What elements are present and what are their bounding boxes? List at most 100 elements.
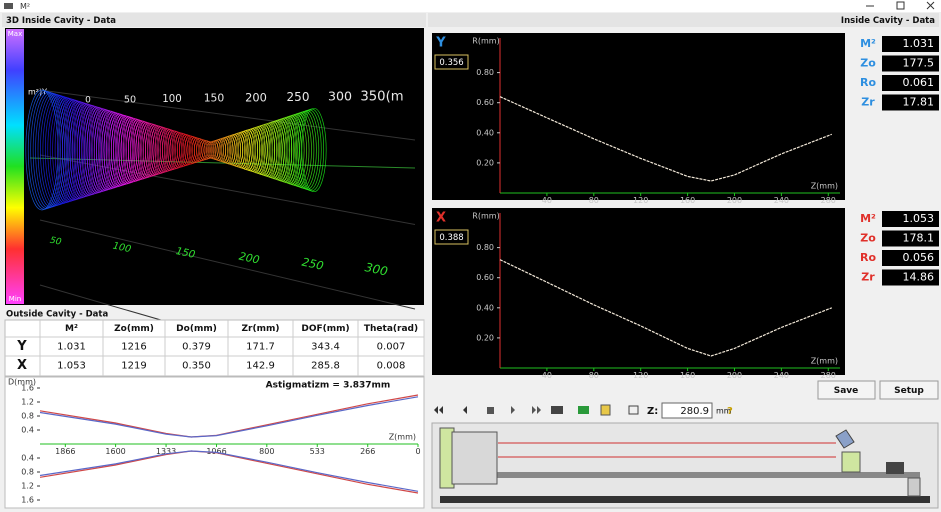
x-tick-label: 160 [680,196,695,205]
beam-ring [140,122,159,178]
beam-ring [62,100,91,200]
next-button[interactable] [511,406,515,414]
y-tick-label: 0.40 [476,128,494,137]
z-input[interactable] [661,402,713,419]
z-axis-label: 300 [328,89,352,104]
y-tick-label: 0.4 [21,426,34,435]
table-cell: 0.379 [182,342,211,353]
z-value[interactable]: 280.9 [680,406,709,417]
beam-ring [113,115,136,185]
metric-name: M² [860,37,876,50]
column-header: M² [65,324,78,334]
y-axis-title: R(mm) [472,212,499,221]
z-axis-label: 250 [287,90,310,104]
beam-ring [54,98,85,202]
x-axis-title: Z(mm) [389,433,416,442]
beam-ring [203,141,215,159]
last-button[interactable] [532,406,541,414]
beam-ring [74,103,102,197]
laser [886,462,904,474]
x-tick-label: 0 [415,447,420,456]
metric-box [882,211,939,227]
z-axis-label: 200 [245,91,267,105]
beam-ring [93,109,119,191]
x-tick-label: 200 [727,371,742,380]
maximize-button[interactable] [896,1,905,10]
metric-name: M² [860,212,876,225]
x-tick-label: 40 [542,196,552,205]
chart-title: Astigmatizm = 3.837mm [266,381,391,391]
series-line [39,396,419,438]
depth-label: 50 [49,236,63,248]
table-cell: 1.031 [57,342,86,353]
beam-ring [27,90,61,210]
x-tick-label: 200 [727,196,742,205]
table-cell: 1219 [121,361,146,372]
save-label[interactable]: Save [834,386,859,396]
x-tick-label: 1866 [55,447,75,456]
beam-ring [118,116,140,184]
x-tick-label: 160 [680,371,695,380]
beam-ring [149,125,168,175]
beam-ring [37,93,70,207]
beam-ring [44,95,76,205]
metric-name: Zr [861,271,875,284]
y-tick-label: 1.6 [21,384,34,393]
help-button[interactable]: ? [727,406,733,417]
y-tick-label: 1.2 [21,482,34,491]
beam-ring [132,120,153,180]
chart-label: X [436,211,446,226]
setup-label[interactable]: Setup [894,386,924,396]
z-unit: mm [716,407,732,416]
y-tick-label: 0.20 [476,333,494,342]
close-button[interactable] [926,1,935,10]
metric-name: Ro [860,251,876,264]
beam-cone: 0 50 100 150 200 250 300 350(m 50 100 150 200 250 300 [25,89,416,394]
y-axis-title: D(mm) [8,378,36,387]
y-tick-label: 1.6 [21,496,34,505]
caustic-panel [4,376,425,509]
beam-ring [162,129,178,171]
metric-value: 1.053 [903,212,935,225]
readout-value: 0.388 [439,233,463,243]
metric-box [882,75,939,91]
beam-ring [57,98,87,202]
table-cell: 343.4 [311,342,340,353]
beam-ring [40,93,72,207]
metric-box [882,230,939,247]
bench-bar [450,472,920,478]
table-body: M² Zo(mm) Do(mm) Zr(mm) DOF(mm) Theta(rad) Y 1.… [5,320,425,376]
setup-button[interactable] [879,380,939,400]
color-scale [6,29,24,304]
z-axis-label: 350(m [360,90,403,105]
metric-value: 14.86 [903,271,935,284]
report-button[interactable] [600,404,611,416]
camera-button[interactable] [551,406,563,414]
y-tick-label: 0.8 [21,468,34,477]
stop-button[interactable] [487,407,494,414]
panel-title: 3D Inside Cavity - Data [6,16,116,26]
open-button[interactable] [578,406,589,414]
prev-button[interactable] [463,406,467,414]
z-axis-label: 150 [204,92,225,105]
metric-value: 177.5 [903,57,935,70]
bench-frame [431,422,939,509]
depth-label: 250 [301,255,325,273]
lens-mount [841,451,861,473]
x-axis-title: Z(mm) [811,357,838,366]
beam-ring [96,110,121,190]
beam-ring [101,111,125,189]
frame-button[interactable] [628,405,639,415]
save-button[interactable] [817,380,876,400]
beam-ring [142,123,161,177]
depth-label: 300 [364,260,390,279]
first-button[interactable] [434,406,443,414]
beam-ring [115,115,138,185]
beam-ring [193,138,206,162]
x-tick-label: 533 [310,447,325,456]
y-tick-label: 0.60 [476,98,494,107]
beam-ring [64,100,93,200]
metric-box [882,94,939,111]
x-tick-label: 80 [589,371,599,380]
